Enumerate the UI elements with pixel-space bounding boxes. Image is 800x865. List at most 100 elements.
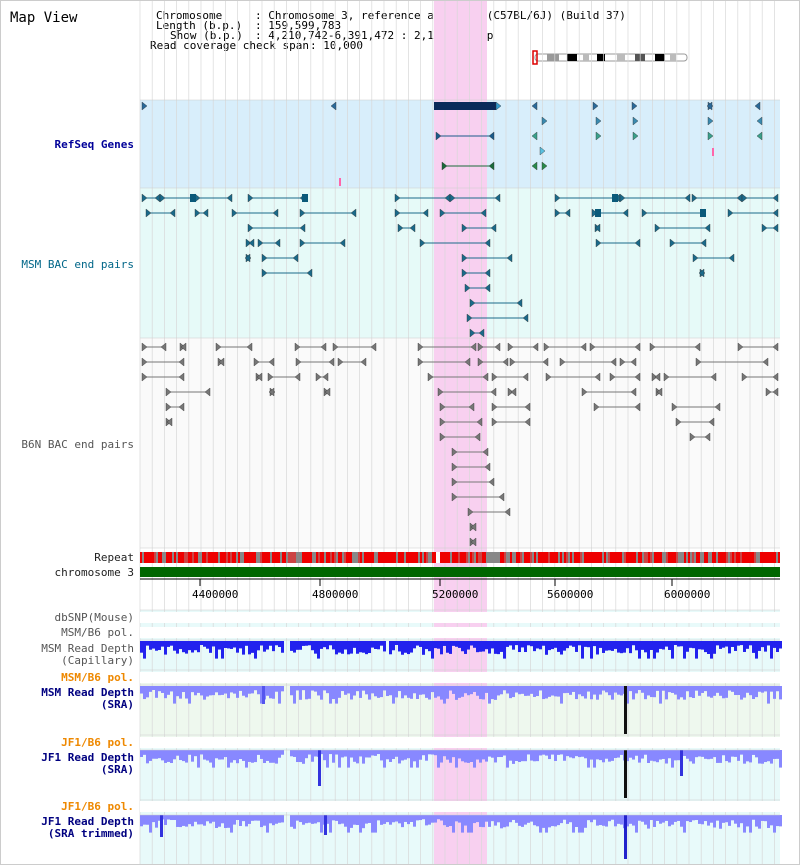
msm-depth-sra: [710, 686, 713, 698]
dbsnp-strip: [614, 612, 617, 623]
msm-b6-pol-strip: [473, 672, 476, 683]
track-label-repeat[interactable]: Repeat: [94, 551, 134, 564]
jf1-depth-sra: [398, 750, 401, 764]
msm-depth-cap: [236, 641, 239, 653]
msm-depth-sra: [422, 686, 425, 695]
msm-depth-sra: [530, 686, 533, 694]
msm-b6-pol-strip: [206, 627, 209, 638]
b6n-bac-pair-end: [654, 372, 661, 382]
repeat-segment: [222, 552, 224, 563]
msm-b6-pol-strip: [233, 672, 236, 683]
jf1-b6-pol-strip: [731, 801, 734, 812]
dbsnp-strip: [530, 612, 533, 623]
msm-b6-pol-strip: [290, 627, 293, 638]
track-label-jf1-b6-pol-2[interactable]: JF1/B6 pol.: [61, 800, 134, 813]
msm-b6-pol-strip: [296, 627, 299, 638]
repeat-segment: [656, 552, 658, 563]
dbsnp-strip: [686, 612, 689, 623]
msm-depth-cap: [611, 641, 614, 651]
msm-depth-sra: [482, 686, 485, 700]
msm-depth-sra: [524, 686, 527, 696]
msm-bac-pair-end: [478, 328, 485, 338]
jf1-b6-pol-strip: [296, 801, 299, 812]
jf1-depth-sra: [215, 750, 218, 759]
msm-depth-cap: [584, 641, 587, 647]
msm-depth-cap: [146, 641, 149, 646]
jf1-b6-pol-strip: [347, 737, 350, 748]
msm-b6-pol-strip: [212, 627, 215, 638]
jf1-b6-pol-strip: [449, 737, 452, 748]
jf1-depth-trim: [419, 815, 422, 821]
dbsnp-strip: [710, 612, 713, 623]
repeat-segment: [772, 552, 774, 563]
jf1-depth-trim: [593, 815, 596, 820]
jf1-b6-pol-strip: [500, 737, 503, 748]
jf1-b6-pol-strip: [224, 737, 227, 748]
jf1-b6-pol-strip: [257, 737, 260, 748]
msm-b6-pol-strip: [524, 627, 527, 638]
msm-b6-pol-strip: [545, 672, 548, 683]
msm-b6-pol-strip: [578, 672, 581, 683]
b6n-bac-pair-end: [490, 387, 497, 397]
track-label-msm-depth-sra[interactable]: MSM Read Depth (SRA): [41, 686, 134, 711]
jf1-depth-trim: [386, 815, 389, 823]
jf1-b6-pol-strip: [698, 801, 701, 812]
jf1-depth-trim: [674, 815, 677, 822]
repeat-segment: [200, 552, 202, 563]
msm-depth-sra: [392, 686, 395, 704]
msm-b6-pol-strip: [368, 672, 371, 683]
jf1-depth-trim: [197, 815, 200, 825]
track-label-msm-bac[interactable]: MSM BAC end pairs: [21, 258, 134, 271]
track-label-jf1-depth-trim[interactable]: JF1 Read Depth (SRA trimmed): [41, 815, 134, 840]
jf1-b6-pol-strip: [599, 801, 602, 812]
track-label-msm-b6-pol-2[interactable]: MSM/B6 pol.: [61, 671, 134, 684]
msm-depth-cap: [278, 641, 281, 647]
dbsnp-strip: [698, 612, 701, 623]
msm-b6-pol-strip: [770, 627, 773, 638]
msm-depth-cap: [209, 641, 212, 653]
jf1-b6-pol-strip: [257, 801, 260, 812]
jf1-depth-trim: [464, 815, 467, 826]
jf1-b6-pol-strip: [482, 737, 485, 748]
dbsnp-strip: [224, 612, 227, 623]
jf1-b6-pol-strip: [197, 801, 200, 812]
track-label-b6n-bac[interactable]: B6N BAC end pairs: [21, 438, 134, 451]
track-label-jf1-depth-sra[interactable]: JF1 Read Depth (SRA): [41, 751, 134, 776]
chromosome-ideogram[interactable]: [525, 50, 695, 66]
jf1-b6-pol-strip: [686, 737, 689, 748]
jf1-depth-sra: [290, 750, 293, 757]
refseq-gene: [707, 131, 714, 141]
track-label-dbsnp[interactable]: dbSNP(Mouse): [54, 611, 134, 624]
jf1-b6-pol-strip: [317, 737, 320, 748]
dbsnp-strip: [590, 612, 593, 623]
msm-b6-pol-strip: [287, 627, 290, 638]
b6n-bac-pair-end: [470, 342, 477, 352]
dbsnp-strip: [209, 612, 212, 623]
msm-depth-sra: [698, 686, 701, 696]
b6n-bac-pair-end: [178, 372, 185, 382]
msm-depth-cap: [707, 641, 710, 654]
msm-depth-sra: [359, 686, 362, 698]
repeat-segment: [478, 552, 480, 563]
jf1-depth-sra: [230, 750, 233, 763]
track-label-msm-depth-cap[interactable]: MSM Read Depth (Capillary): [41, 642, 134, 667]
jf1-depth-trim: [314, 815, 317, 824]
msm-bac-pair-end: [169, 208, 176, 218]
msm-depth-sra: [731, 686, 734, 692]
msm-depth-cap: [506, 641, 509, 647]
track-label-refseq[interactable]: RefSeq Genes: [54, 138, 134, 151]
repeat-segment: [174, 552, 176, 563]
jf1-b6-pol-strip: [686, 801, 689, 812]
msm-b6-pol-strip: [722, 627, 725, 638]
repeat-segment: [766, 552, 768, 563]
track-label-chromosome[interactable]: chromosome 3: [54, 566, 134, 579]
msm-depth-sra: [200, 686, 203, 696]
msm-b6-pol-strip: [683, 672, 686, 683]
track-label-jf1-b6-pol[interactable]: JF1/B6 pol.: [61, 736, 134, 749]
msm-depth-sra: [542, 686, 545, 700]
jf1-depth-sra: [149, 750, 152, 761]
jf1-depth-sra: [545, 750, 548, 756]
msm-depth-sra: [476, 686, 479, 696]
track-label-msm-b6-pol[interactable]: MSM/B6 pol.: [61, 626, 134, 639]
